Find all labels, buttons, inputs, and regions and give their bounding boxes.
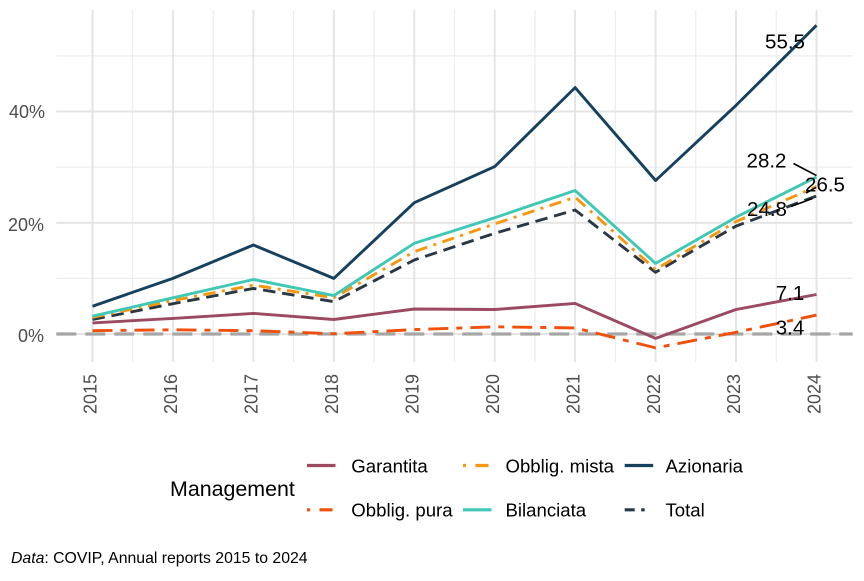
svg-text:2019: 2019 bbox=[403, 374, 423, 414]
svg-text:20%: 20% bbox=[8, 215, 44, 235]
svg-text:Obblig. mista: Obblig. mista bbox=[506, 455, 615, 476]
svg-text:2020: 2020 bbox=[483, 374, 503, 414]
svg-text:Obblig. pura: Obblig. pura bbox=[351, 500, 453, 521]
svg-text:7.1: 7.1 bbox=[776, 282, 805, 305]
svg-text:Data: COVIP, Annual reports 20: Data: COVIP, Annual reports 2015 to 2024 bbox=[11, 550, 308, 567]
svg-text:0%: 0% bbox=[18, 326, 44, 346]
svg-text:2022: 2022 bbox=[644, 374, 664, 414]
svg-text:28.2: 28.2 bbox=[747, 149, 787, 172]
svg-text:2015: 2015 bbox=[81, 374, 101, 414]
svg-text:2021: 2021 bbox=[563, 374, 583, 414]
svg-text:2016: 2016 bbox=[161, 374, 181, 414]
svg-text:3.4: 3.4 bbox=[776, 317, 805, 340]
svg-text:2018: 2018 bbox=[322, 374, 342, 414]
svg-text:2024: 2024 bbox=[805, 374, 825, 414]
svg-text:55.5: 55.5 bbox=[765, 31, 805, 54]
svg-text:26.5: 26.5 bbox=[805, 174, 845, 197]
svg-text:Bilanciata: Bilanciata bbox=[506, 500, 587, 521]
svg-text:40%: 40% bbox=[9, 102, 45, 122]
svg-text:2023: 2023 bbox=[724, 374, 744, 414]
svg-text:2017: 2017 bbox=[242, 374, 262, 414]
svg-text:Management: Management bbox=[170, 477, 295, 501]
svg-text:Garantita: Garantita bbox=[351, 455, 428, 476]
svg-text:Azionaria: Azionaria bbox=[666, 455, 744, 476]
svg-text:24.8: 24.8 bbox=[747, 198, 787, 221]
svg-text:Total: Total bbox=[666, 500, 705, 521]
